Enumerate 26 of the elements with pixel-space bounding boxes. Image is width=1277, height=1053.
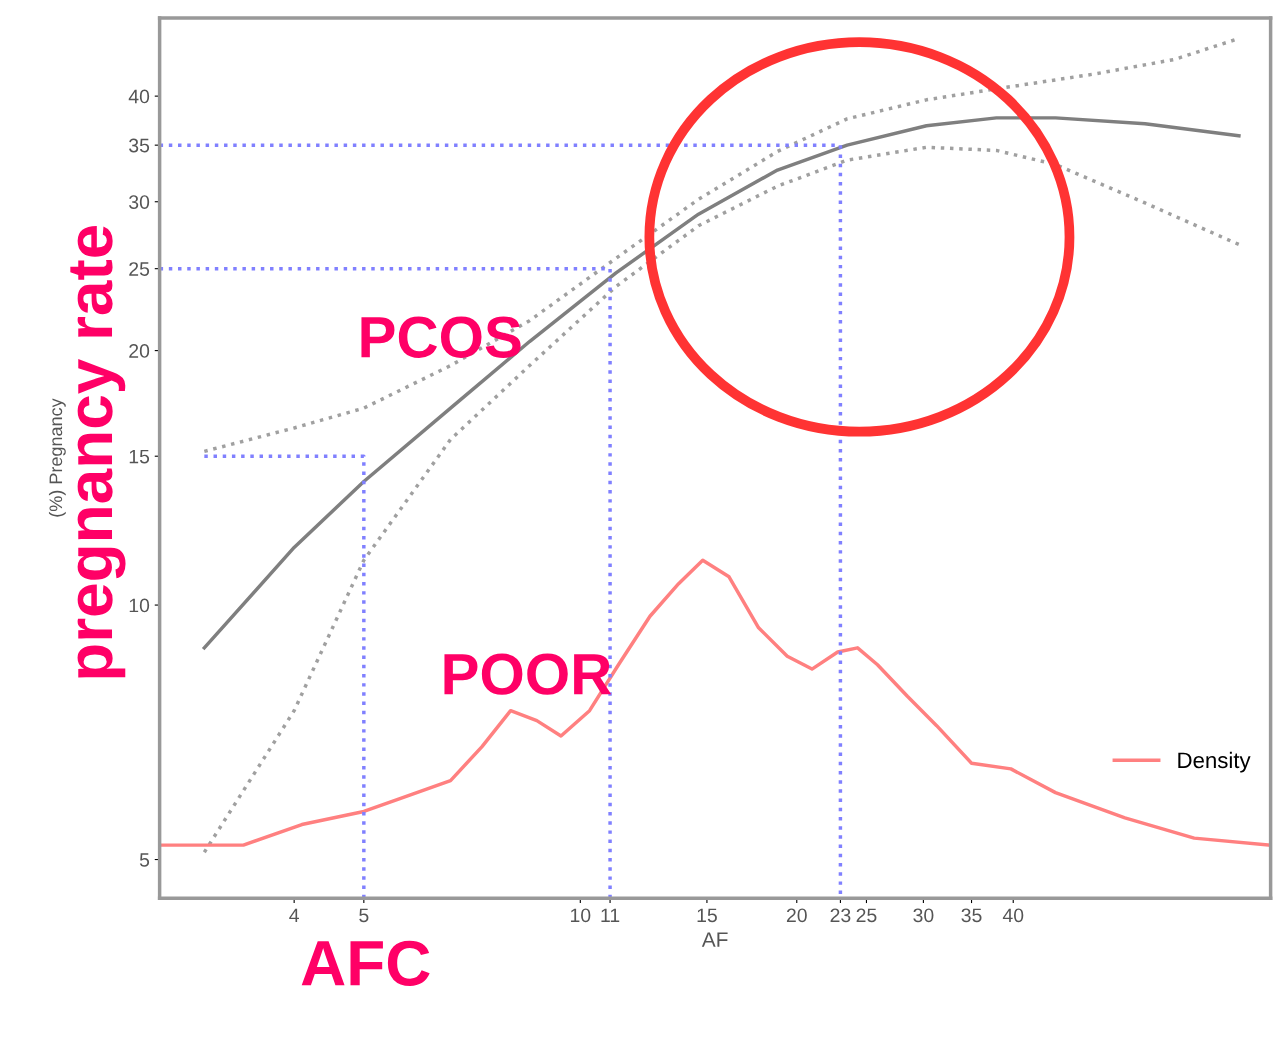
annotation: PCOS	[361, 316, 521, 358]
y-tick-label: 5	[139, 853, 150, 867]
x-tick-label: 15	[697, 908, 717, 923]
x-tick-label: 5	[359, 908, 369, 923]
text: AFC	[301, 940, 430, 986]
y-tick-label: 20	[129, 344, 150, 358]
x-tick-label: 23	[830, 908, 851, 923]
y-tick-label: 15	[129, 449, 150, 464]
x-tick-label: 25	[856, 908, 877, 923]
x-tick-label: 11	[601, 908, 620, 923]
y-tick-label: 40	[128, 89, 150, 104]
y-tick-label: 35	[129, 138, 150, 153]
legend-label: Density	[1178, 751, 1251, 773]
x-tick-label: 40	[1002, 908, 1024, 923]
x-tick-label: 30	[913, 908, 934, 923]
annotation: POOR	[444, 653, 612, 695]
x-tick-label: 10	[570, 908, 591, 923]
text: pregnancy rate	[70, 225, 126, 678]
y-axis-title: (%) Pregnancy	[48, 398, 66, 517]
y-tick-label: 30	[129, 195, 150, 209]
y-tick-label: 25	[129, 262, 150, 276]
x-tick-label: 4	[289, 908, 299, 923]
x-axis-title: AF	[701, 932, 728, 947]
x-tick-label: 35	[961, 908, 982, 923]
y-tick-label: 10	[129, 598, 150, 613]
x-tick-label: 20	[786, 908, 807, 923]
